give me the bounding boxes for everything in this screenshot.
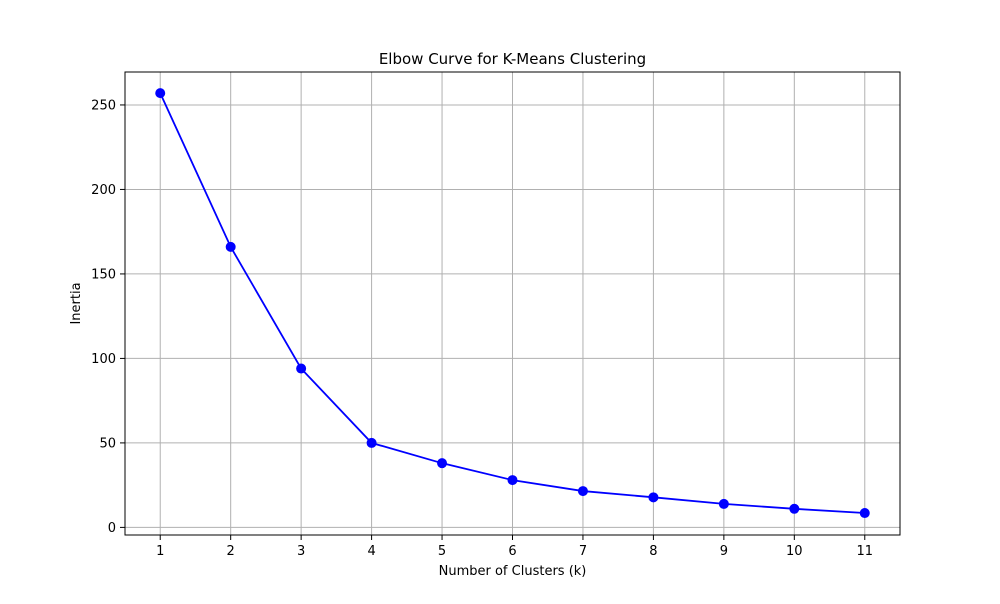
data-point bbox=[789, 503, 800, 514]
y-tick-label: 150 bbox=[91, 267, 116, 282]
x-tick-label: 9 bbox=[720, 544, 728, 559]
y-tick-label: 100 bbox=[91, 352, 116, 367]
series bbox=[155, 88, 870, 519]
y-tick-label: 200 bbox=[91, 183, 116, 198]
x-tick-label: 11 bbox=[856, 544, 873, 559]
y-axis-label: Inertia bbox=[69, 282, 84, 324]
data-point bbox=[648, 492, 659, 503]
data-point bbox=[507, 475, 518, 486]
data-point bbox=[155, 88, 166, 99]
x-axis-label: Number of Clusters (k) bbox=[439, 564, 587, 579]
ticks: 1 2 3 4 5 6 7 8 9 10 11 0 50 100 150 200 250 bbox=[91, 98, 873, 559]
x-tick-label: 5 bbox=[438, 544, 446, 559]
data-point bbox=[859, 508, 870, 519]
plot-frame bbox=[124, 71, 901, 536]
x-tick-label: 8 bbox=[649, 544, 657, 559]
x-tick-label: 6 bbox=[508, 544, 516, 559]
data-point bbox=[225, 241, 236, 252]
x-tick-label: 10 bbox=[786, 544, 803, 559]
data-point bbox=[718, 498, 729, 509]
data-point bbox=[296, 363, 307, 374]
y-tick-label: 250 bbox=[91, 98, 116, 113]
grid bbox=[125, 72, 900, 535]
x-tick-label: 1 bbox=[156, 544, 164, 559]
data-point bbox=[366, 437, 377, 448]
data-point bbox=[577, 486, 588, 497]
x-tick-label: 3 bbox=[297, 544, 305, 559]
x-tick-label: 2 bbox=[227, 544, 235, 559]
y-tick-label: 50 bbox=[99, 436, 116, 451]
y-tick-label: 0 bbox=[108, 521, 116, 536]
x-tick-label: 4 bbox=[367, 544, 375, 559]
chart-title: Elbow Curve for K-Means Clustering bbox=[379, 50, 646, 68]
x-tick-label: 7 bbox=[579, 544, 587, 559]
data-point bbox=[437, 458, 448, 469]
